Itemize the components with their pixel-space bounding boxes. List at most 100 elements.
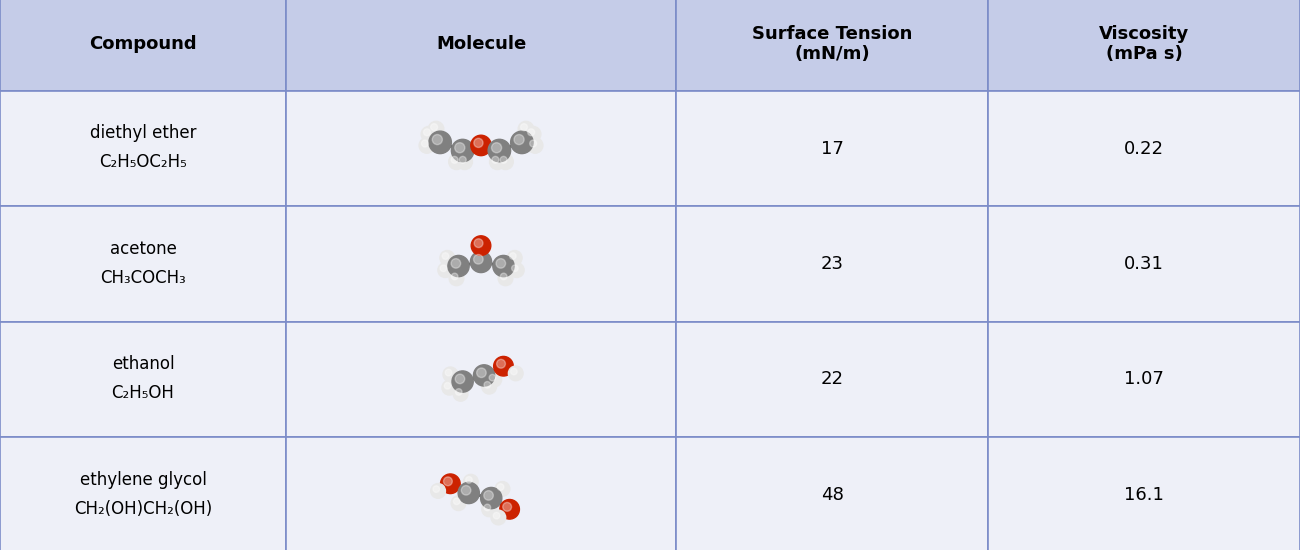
Circle shape	[443, 477, 452, 486]
Circle shape	[490, 154, 506, 169]
Circle shape	[445, 369, 452, 376]
Circle shape	[494, 356, 514, 376]
Circle shape	[445, 382, 451, 389]
Circle shape	[448, 154, 464, 169]
Circle shape	[498, 154, 514, 169]
Circle shape	[503, 503, 512, 512]
Circle shape	[477, 368, 486, 377]
Circle shape	[462, 486, 471, 495]
Circle shape	[511, 131, 533, 153]
Circle shape	[491, 156, 499, 163]
Circle shape	[451, 258, 460, 268]
Text: 16.1: 16.1	[1124, 486, 1164, 504]
Circle shape	[525, 126, 541, 142]
Text: C₂H₅OH: C₂H₅OH	[112, 384, 174, 402]
Circle shape	[455, 389, 461, 395]
Text: acetone: acetone	[109, 240, 177, 257]
Circle shape	[421, 140, 429, 147]
Circle shape	[458, 482, 480, 504]
Text: 0.31: 0.31	[1124, 255, 1164, 273]
Circle shape	[428, 122, 443, 137]
Circle shape	[510, 263, 524, 278]
Circle shape	[430, 483, 446, 498]
Circle shape	[433, 135, 442, 145]
Circle shape	[473, 365, 495, 386]
Circle shape	[471, 135, 491, 156]
Circle shape	[499, 499, 520, 519]
Text: 23: 23	[820, 255, 844, 273]
Circle shape	[441, 265, 447, 272]
Circle shape	[528, 129, 534, 136]
FancyBboxPatch shape	[676, 322, 988, 437]
Text: CH₂(OH)CH₂(OH): CH₂(OH)CH₂(OH)	[74, 500, 212, 518]
Circle shape	[484, 382, 490, 388]
Circle shape	[493, 255, 514, 277]
Circle shape	[529, 140, 537, 147]
Text: 48: 48	[820, 486, 844, 504]
Text: CH₃COCH₃: CH₃COCH₃	[100, 269, 186, 287]
Circle shape	[473, 255, 484, 264]
Text: C₂H₅OC₂H₅: C₂H₅OC₂H₅	[99, 153, 187, 171]
Text: Viscosity
(mPa s): Viscosity (mPa s)	[1098, 25, 1190, 63]
Circle shape	[498, 271, 514, 285]
Text: 17: 17	[820, 140, 844, 157]
FancyBboxPatch shape	[0, 437, 286, 550]
Circle shape	[459, 156, 467, 163]
Circle shape	[481, 487, 502, 509]
FancyBboxPatch shape	[676, 437, 988, 550]
Circle shape	[491, 142, 502, 153]
Circle shape	[433, 486, 439, 492]
Circle shape	[528, 138, 543, 153]
FancyBboxPatch shape	[988, 437, 1300, 550]
Circle shape	[520, 124, 528, 131]
Circle shape	[443, 367, 458, 382]
FancyBboxPatch shape	[0, 206, 286, 322]
Circle shape	[455, 374, 464, 384]
Circle shape	[482, 379, 497, 394]
Circle shape	[424, 129, 430, 136]
Circle shape	[510, 252, 516, 260]
Text: ethanol: ethanol	[112, 355, 174, 373]
Circle shape	[429, 131, 451, 153]
Circle shape	[452, 371, 473, 392]
FancyBboxPatch shape	[988, 91, 1300, 206]
FancyBboxPatch shape	[286, 437, 676, 550]
Text: Molecule: Molecule	[436, 35, 526, 53]
Circle shape	[419, 138, 434, 153]
Circle shape	[500, 156, 507, 163]
Circle shape	[482, 502, 497, 516]
Circle shape	[491, 510, 506, 525]
FancyBboxPatch shape	[286, 322, 676, 437]
FancyBboxPatch shape	[988, 0, 1300, 91]
Circle shape	[442, 252, 448, 260]
Circle shape	[489, 375, 495, 381]
FancyBboxPatch shape	[676, 0, 988, 91]
Circle shape	[474, 239, 484, 248]
Circle shape	[511, 368, 517, 375]
Circle shape	[442, 380, 456, 395]
Text: Surface Tension
(mN/m): Surface Tension (mN/m)	[751, 25, 913, 63]
Text: diethyl ether: diethyl ether	[90, 124, 196, 142]
Circle shape	[514, 135, 524, 145]
Circle shape	[448, 271, 464, 285]
FancyBboxPatch shape	[0, 91, 286, 206]
Text: 22: 22	[820, 371, 844, 388]
Circle shape	[451, 139, 473, 162]
Circle shape	[454, 387, 468, 401]
FancyBboxPatch shape	[676, 91, 988, 206]
Circle shape	[421, 126, 437, 142]
Circle shape	[465, 476, 472, 483]
Circle shape	[451, 273, 458, 280]
Circle shape	[451, 156, 458, 163]
Circle shape	[488, 372, 502, 387]
FancyBboxPatch shape	[988, 206, 1300, 322]
Circle shape	[484, 504, 490, 511]
Text: 1.07: 1.07	[1124, 371, 1164, 388]
Circle shape	[497, 258, 506, 268]
Circle shape	[500, 273, 507, 280]
Text: ethylene glycol: ethylene glycol	[79, 471, 207, 488]
Circle shape	[438, 263, 452, 278]
Circle shape	[448, 255, 469, 277]
Circle shape	[441, 474, 460, 493]
FancyBboxPatch shape	[0, 0, 286, 91]
